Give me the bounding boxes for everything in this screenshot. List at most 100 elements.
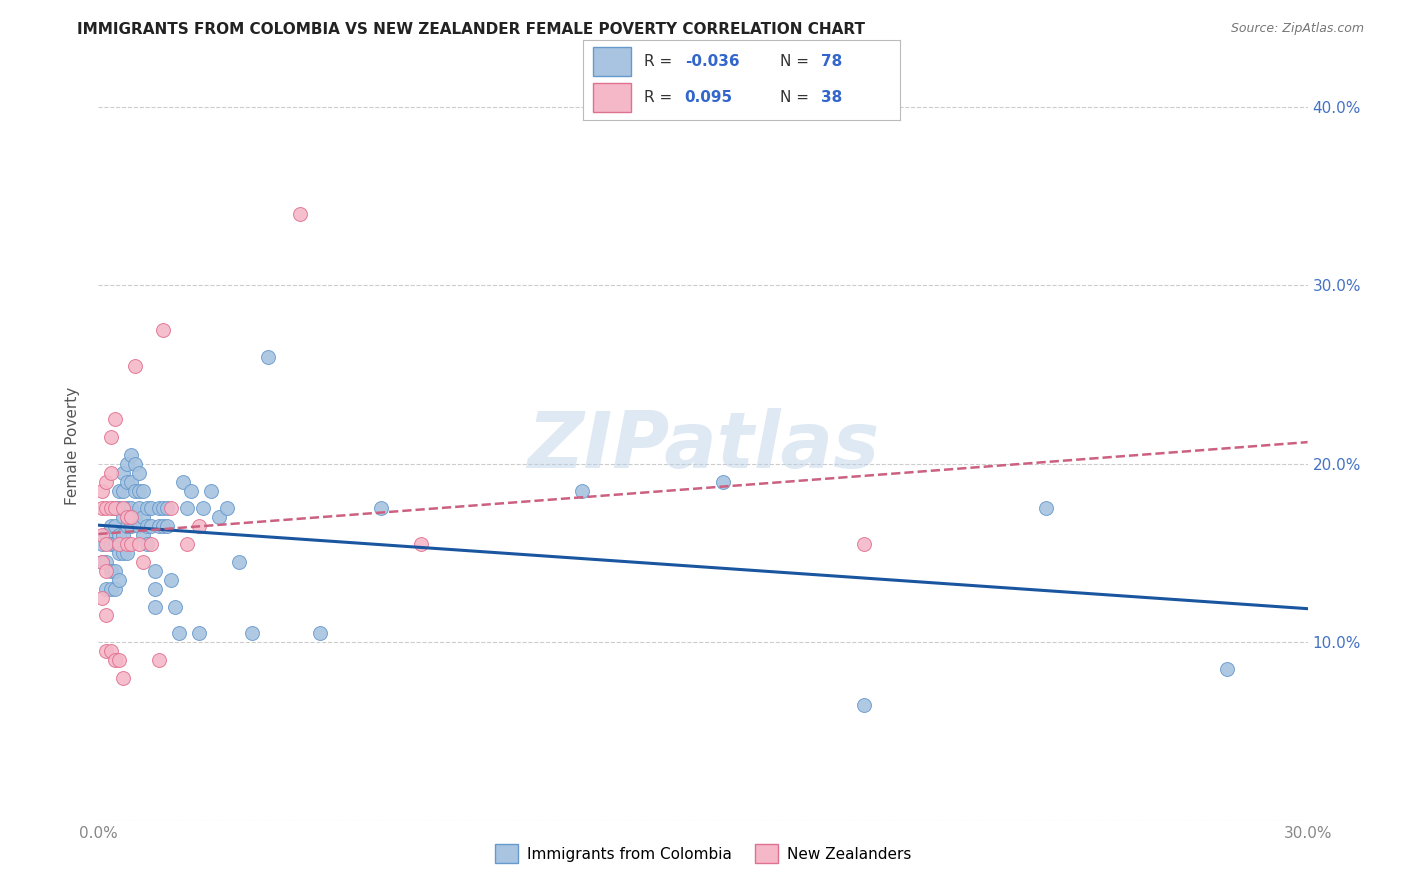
Point bbox=[132, 528, 155, 542]
Point bbox=[103, 653, 125, 667]
Point bbox=[370, 501, 392, 516]
Point bbox=[111, 546, 134, 560]
Point bbox=[120, 448, 142, 462]
Point bbox=[96, 537, 118, 551]
Point bbox=[115, 475, 138, 489]
Point bbox=[152, 519, 174, 533]
Point bbox=[111, 671, 134, 685]
Text: 78: 78 bbox=[821, 54, 842, 70]
Point bbox=[107, 501, 129, 516]
Point bbox=[156, 519, 179, 533]
Point bbox=[96, 528, 118, 542]
Point bbox=[135, 519, 157, 533]
Point bbox=[107, 653, 129, 667]
FancyBboxPatch shape bbox=[593, 84, 631, 112]
Point bbox=[256, 350, 278, 364]
Point bbox=[100, 501, 122, 516]
Text: IMMIGRANTS FROM COLOMBIA VS NEW ZEALANDER FEMALE POVERTY CORRELATION CHART: IMMIGRANTS FROM COLOMBIA VS NEW ZEALANDE… bbox=[77, 22, 865, 37]
Point bbox=[135, 501, 157, 516]
Point bbox=[100, 537, 122, 551]
Point bbox=[107, 573, 129, 587]
Text: ZIPatlas: ZIPatlas bbox=[527, 408, 879, 484]
Point bbox=[124, 359, 146, 373]
Point bbox=[188, 519, 211, 533]
Point bbox=[111, 510, 134, 524]
Point bbox=[96, 644, 118, 658]
Point bbox=[107, 483, 129, 498]
Point bbox=[96, 582, 118, 596]
Point bbox=[1035, 501, 1057, 516]
Text: 0.095: 0.095 bbox=[685, 90, 733, 105]
Point bbox=[103, 582, 125, 596]
Text: 38: 38 bbox=[821, 90, 842, 105]
Point bbox=[120, 519, 142, 533]
Point bbox=[128, 519, 150, 533]
Point bbox=[115, 546, 138, 560]
Point bbox=[100, 582, 122, 596]
Point bbox=[156, 501, 179, 516]
Point bbox=[91, 555, 114, 569]
Point bbox=[111, 466, 134, 480]
Point bbox=[148, 653, 170, 667]
Point bbox=[111, 501, 134, 516]
Point bbox=[100, 466, 122, 480]
Point bbox=[103, 501, 125, 516]
Point bbox=[208, 510, 231, 524]
Point bbox=[120, 501, 142, 516]
Point bbox=[107, 546, 129, 560]
Point bbox=[96, 501, 118, 516]
Point bbox=[148, 519, 170, 533]
Point bbox=[132, 510, 155, 524]
Point bbox=[91, 591, 114, 605]
Point bbox=[91, 501, 114, 516]
FancyBboxPatch shape bbox=[593, 47, 631, 77]
Point bbox=[91, 555, 114, 569]
Point bbox=[160, 501, 183, 516]
Point bbox=[139, 519, 162, 533]
Point bbox=[167, 626, 190, 640]
Point bbox=[96, 475, 118, 489]
Point bbox=[288, 207, 311, 221]
Point bbox=[200, 483, 222, 498]
Text: N =: N = bbox=[779, 54, 814, 70]
Point bbox=[103, 412, 125, 426]
Point bbox=[143, 599, 166, 614]
Point bbox=[91, 537, 114, 551]
Point bbox=[103, 537, 125, 551]
Point bbox=[91, 483, 114, 498]
Point bbox=[132, 555, 155, 569]
Point bbox=[163, 599, 186, 614]
Point bbox=[217, 501, 239, 516]
Point bbox=[1216, 662, 1239, 676]
Point bbox=[571, 483, 593, 498]
Point bbox=[111, 528, 134, 542]
Point bbox=[128, 483, 150, 498]
Point bbox=[96, 608, 118, 623]
Point bbox=[188, 626, 211, 640]
Point bbox=[409, 537, 432, 551]
Point bbox=[128, 501, 150, 516]
Point bbox=[100, 519, 122, 533]
Point bbox=[96, 555, 118, 569]
Point bbox=[107, 537, 129, 551]
Point bbox=[96, 564, 118, 578]
Point bbox=[139, 537, 162, 551]
Point bbox=[128, 466, 150, 480]
Text: Source: ZipAtlas.com: Source: ZipAtlas.com bbox=[1230, 22, 1364, 36]
Point bbox=[132, 483, 155, 498]
Point bbox=[103, 564, 125, 578]
Point bbox=[120, 537, 142, 551]
Point bbox=[160, 573, 183, 587]
Point bbox=[135, 537, 157, 551]
Y-axis label: Female Poverty: Female Poverty bbox=[65, 387, 80, 505]
Point bbox=[115, 501, 138, 516]
Point bbox=[100, 644, 122, 658]
Point bbox=[711, 475, 734, 489]
Point bbox=[172, 475, 194, 489]
Point bbox=[124, 510, 146, 524]
Point bbox=[120, 475, 142, 489]
Point bbox=[103, 519, 125, 533]
Point bbox=[309, 626, 332, 640]
Point bbox=[240, 626, 263, 640]
Point bbox=[853, 537, 876, 551]
